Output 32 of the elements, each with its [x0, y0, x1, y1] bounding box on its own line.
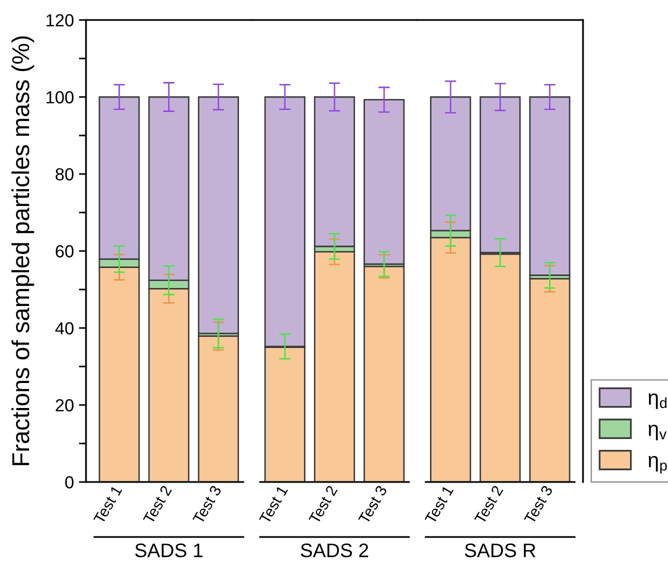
y-tick-label: 80: [56, 168, 74, 180]
x-tick-label: Test 1: [259, 484, 288, 525]
y-axis-title: Fractions of sampled particles mass (%): [11, 36, 34, 466]
bar: [480, 253, 521, 482]
x-tick-label: Test 3: [192, 484, 222, 525]
legend-label: η$_{p}$: [648, 456, 667, 474]
x-axis-title: SADS R: [464, 544, 536, 558]
y-tick-label: 60: [56, 245, 74, 258]
legend-label: η$_{d}$: [648, 393, 666, 409]
y-tick-label: 0: [65, 476, 74, 488]
x-tick-label: Test 3: [524, 484, 553, 525]
bar: [529, 96, 570, 276]
bar: [198, 335, 239, 482]
x-tick-label: Test 1: [424, 484, 454, 525]
bar: [198, 96, 239, 334]
y-tick-label: 40: [55, 322, 74, 334]
bar: [314, 251, 356, 482]
x-tick-label: Test 2: [474, 484, 504, 525]
x-tick-label: Test 2: [308, 484, 338, 525]
x-tick-label: Test 2: [142, 484, 172, 525]
legend-label: η$_{v}$: [648, 424, 667, 440]
x-axis-title: SADS 1: [135, 544, 202, 558]
bar: [364, 99, 405, 265]
bar: [364, 266, 405, 482]
x-tick-label: Test 3: [358, 484, 388, 525]
bar: [480, 96, 521, 254]
x-tick-label: Test 1: [93, 484, 122, 525]
y-tick-label: 20: [56, 399, 74, 412]
y-tick-label: 120: [46, 14, 74, 26]
y-tick-label: 100: [46, 91, 74, 104]
bar: [529, 278, 570, 482]
x-axis-title: SADS 2: [300, 544, 368, 558]
